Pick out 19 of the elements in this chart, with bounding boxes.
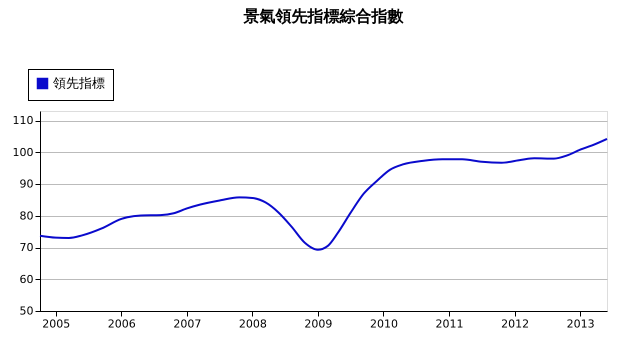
chart-title: 景氣領先指標綜合指數 bbox=[242, 6, 404, 26]
x-tick-label: 2006 bbox=[108, 318, 136, 330]
line-series bbox=[39, 138, 608, 251]
x-tick-label: 2009 bbox=[304, 318, 332, 330]
x-tick-label: 2012 bbox=[501, 318, 530, 330]
y-tick-label: 100 bbox=[12, 146, 34, 159]
y-tick-label: 110 bbox=[12, 114, 34, 128]
y-tick-label: 80 bbox=[20, 209, 34, 222]
x-tick-label: 2013 bbox=[566, 318, 595, 330]
legend-label: 領先指標 bbox=[53, 76, 105, 92]
y-tick-label: 60 bbox=[20, 272, 34, 286]
x-tick-label: 2010 bbox=[370, 318, 398, 330]
x-tick-label: 2008 bbox=[238, 318, 267, 330]
y-tick-label: 50 bbox=[20, 304, 34, 318]
x-tick-label: 2005 bbox=[42, 318, 70, 330]
y-tick-label: 70 bbox=[20, 241, 34, 254]
x-tick-label: 2011 bbox=[436, 318, 464, 330]
y-tick-label: 90 bbox=[20, 178, 34, 191]
x-tick-label: 2007 bbox=[173, 318, 202, 330]
